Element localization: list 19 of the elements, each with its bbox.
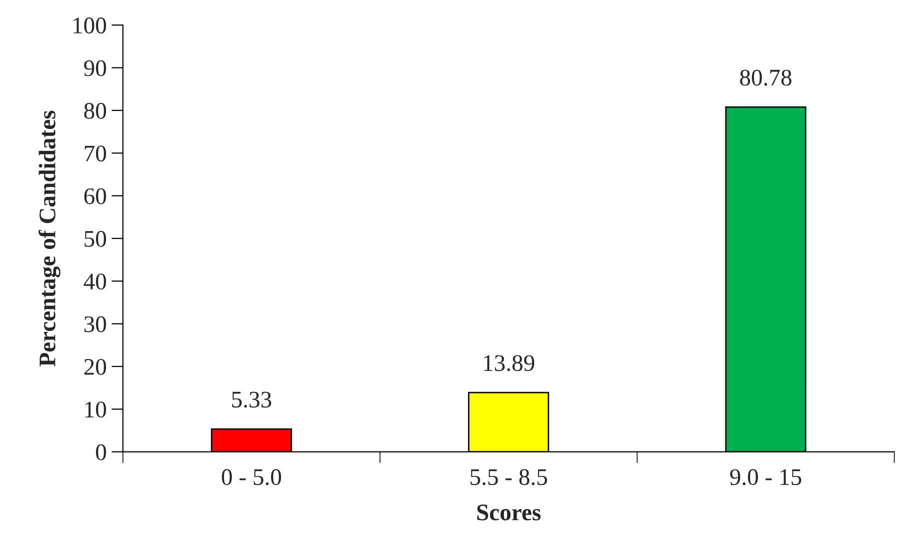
y-axis-title: Percentage of Candidates <box>38 110 60 366</box>
y-tick-label: 80 <box>84 102 106 119</box>
x-tick-label: 9.0 - 15 <box>730 469 802 486</box>
y-tick-label: 10 <box>85 402 106 418</box>
data-label: 5.33 <box>232 392 272 408</box>
x-tick-label: 5.5 - 8.5 <box>470 469 548 486</box>
y-tick-label: 40 <box>84 274 106 290</box>
y-tick-label: 0 <box>96 444 106 460</box>
data-label: 13.89 <box>484 355 534 372</box>
y-tick-label: 100 <box>74 18 106 34</box>
x-axis-title: Scores <box>477 504 541 520</box>
y-tick-label: 90 <box>84 60 106 76</box>
y-tick-label: 50 <box>84 230 106 247</box>
y-tick-label: 30 <box>84 316 106 332</box>
y-tick-label: 20 <box>84 358 106 375</box>
y-tick-label: 70 <box>84 146 106 162</box>
x-tick-label: 0 - 5.0 <box>222 469 282 486</box>
y-tick-label: 60 <box>84 188 106 204</box>
data-label: 80.78 <box>740 70 792 86</box>
